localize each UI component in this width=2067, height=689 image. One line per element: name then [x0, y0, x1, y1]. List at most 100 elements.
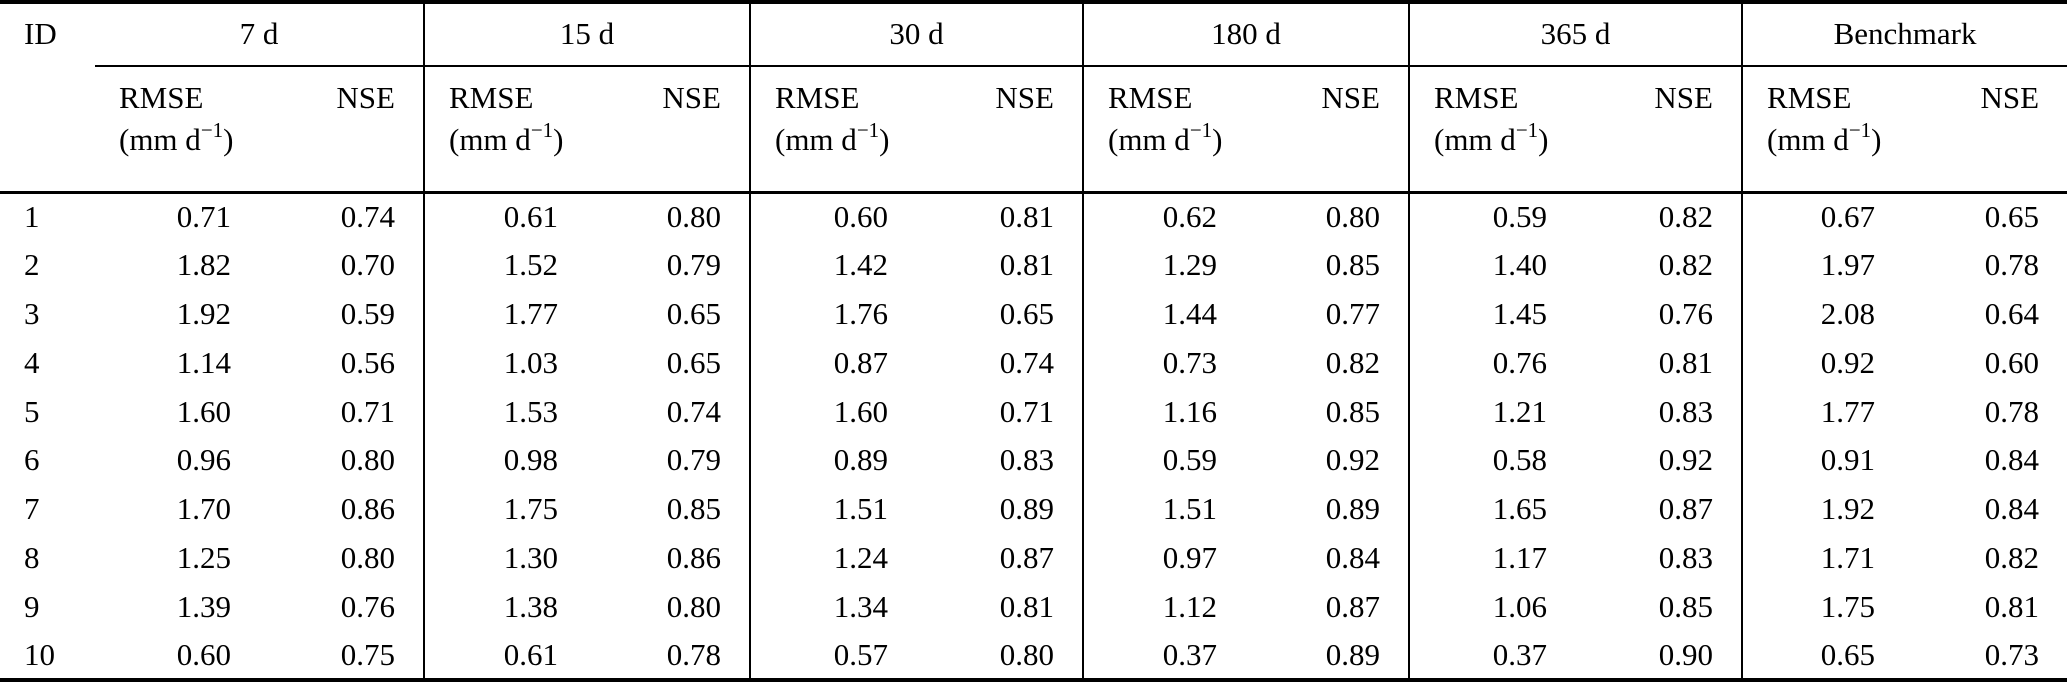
- table-row: 1 0.71 0.74 0.61 0.80 0.60 0.81 0.62 0.80 0.59 0.8…: [0, 192, 2067, 241]
- cell-rmse-value: 0.89: [749, 435, 950, 485]
- cell-rmse-value: 0.58: [1408, 435, 1609, 485]
- cell-nse-value: 0.82: [1658, 199, 1713, 235]
- table-row: 10 0.60 0.75 0.61 0.78 0.57 0.80 0.37 0.89 0.37 0.…: [0, 631, 2067, 680]
- cell-nse-value: 0.75: [340, 636, 395, 672]
- cell-nse-value: 0.74: [666, 393, 721, 429]
- table-row: 8 1.25 0.80 1.30 0.86 1.24 0.87 0.97 0.84 1.17 0.8…: [0, 533, 2067, 583]
- cell-rmse-value: 1.51: [1082, 484, 1279, 534]
- cell-nse-value: 0.80: [666, 588, 721, 624]
- rmse-unit: (mm d−1): [1108, 117, 1223, 157]
- cell-rmse-value: 1.12: [1082, 582, 1279, 632]
- col-group-180d: 180 d: [1082, 2, 1409, 67]
- rmse-unit: (mm d−1): [1434, 117, 1549, 157]
- cell-nse-value: 0.90: [1658, 636, 1713, 672]
- col-header-rmse-7d: RMSE (mm d−1): [95, 66, 293, 194]
- cell-nse-value: 0.76: [340, 588, 395, 624]
- cell-rmse-value: 1.40: [1408, 240, 1609, 290]
- cell-nse-value: 0.85: [666, 491, 721, 527]
- rmse-label: RMSE: [1767, 80, 1852, 115]
- cell-rmse-value: 1.70: [176, 491, 231, 527]
- cell-rmse-value: 0.37: [1082, 631, 1279, 680]
- cell-nse-value: 0.81: [999, 199, 1054, 235]
- table-row: 3 1.92 0.59 1.77 0.65 1.76 0.65 1.44 0.77 1.45 0.7…: [0, 289, 2067, 339]
- cell-rmse-value: 0.71: [176, 199, 231, 235]
- col-header-nse-365d: NSE: [1609, 66, 1742, 194]
- cell-rmse-value: 1.71: [1741, 533, 1937, 583]
- cell-rmse-value: 1.65: [1408, 484, 1609, 534]
- cell-rmse-value: 1.75: [423, 484, 620, 534]
- cell-basin-id: 6: [24, 442, 40, 478]
- cell-basin-id: 4: [24, 344, 40, 380]
- cell-nse-value: 0.65: [666, 295, 721, 331]
- cell-rmse-value: 1.92: [176, 295, 231, 331]
- cell-rmse-value: 0.61: [423, 631, 620, 680]
- rmse-unit: (mm d−1): [775, 117, 890, 157]
- cell-rmse-value: 0.60: [176, 636, 231, 672]
- cell-rmse-value: 0.87: [749, 338, 950, 388]
- cell-nse-value: 0.82: [1658, 247, 1713, 283]
- cell-rmse-value: 1.51: [749, 484, 950, 534]
- rmse-unit: (mm d−1): [1767, 117, 1882, 157]
- cell-rmse-value: 1.92: [1741, 484, 1937, 534]
- cell-nse-value: 0.76: [1658, 295, 1713, 331]
- cell-rmse-value: 0.57: [749, 631, 950, 680]
- cell-nse-value: 0.89: [1325, 491, 1380, 527]
- cell-nse-value: 0.70: [340, 247, 395, 283]
- cell-nse-value: 0.65: [1984, 199, 2040, 235]
- rmse-label: RMSE: [449, 80, 534, 115]
- cell-rmse-value: 2.08: [1741, 289, 1937, 339]
- cell-nse-value: 0.71: [340, 393, 395, 429]
- rmse-unit: (mm d−1): [119, 117, 234, 157]
- cell-basin-id: 2: [24, 247, 40, 283]
- cell-nse-value: 0.59: [340, 295, 395, 331]
- cell-rmse-value: 1.82: [176, 247, 231, 283]
- cell-nse-value: 0.64: [1984, 295, 2040, 331]
- col-header-nse-7d: NSE: [293, 66, 424, 194]
- cell-nse-value: 0.85: [1325, 247, 1380, 283]
- cell-rmse-value: 1.52: [423, 240, 620, 290]
- cell-nse-value: 0.89: [1325, 636, 1380, 672]
- cell-rmse-value: 1.42: [749, 240, 950, 290]
- cell-nse-value: 0.60: [1984, 344, 2040, 380]
- cell-rmse-value: 1.30: [423, 533, 620, 583]
- cell-nse-value: 0.78: [666, 636, 721, 672]
- cell-rmse-value: 1.77: [1741, 387, 1937, 436]
- cell-nse-value: 0.73: [1984, 636, 2040, 672]
- cell-nse-value: 0.80: [340, 442, 395, 478]
- col-group-365d: 365 d: [1408, 2, 1742, 67]
- col-header-id: ID: [0, 2, 95, 194]
- cell-rmse-value: 1.14: [176, 344, 231, 380]
- cell-rmse-value: 1.45: [1408, 289, 1609, 339]
- table-row: 7 1.70 0.86 1.75 0.85 1.51 0.89 1.51 0.89 1.65 0.8…: [0, 484, 2067, 534]
- cell-nse-value: 0.56: [340, 344, 395, 380]
- col-header-nse-benchmark: NSE: [1937, 66, 2067, 194]
- cell-basin-id: 5: [24, 393, 40, 429]
- table-row: 6 0.96 0.80 0.98 0.79 0.89 0.83 0.59 0.92 0.58 0.9…: [0, 435, 2067, 485]
- cell-nse-value: 0.85: [1658, 588, 1713, 624]
- cell-nse-value: 0.92: [1325, 442, 1380, 478]
- table-row: 9 1.39 0.76 1.38 0.80 1.34 0.81 1.12 0.87 1.06 0.8…: [0, 582, 2067, 632]
- cell-nse-value: 0.81: [999, 588, 1054, 624]
- table-row: 5 1.60 0.71 1.53 0.74 1.60 0.71 1.16 0.85 1.21 0.8…: [0, 387, 2067, 436]
- cell-basin-id: 7: [24, 491, 40, 527]
- cell-nse-value: 0.74: [999, 344, 1054, 380]
- cell-rmse-value: 0.59: [1082, 435, 1279, 485]
- cell-rmse-value: 1.75: [1741, 582, 1937, 632]
- cell-nse-value: 0.86: [666, 539, 721, 575]
- cell-rmse-value: 1.34: [749, 582, 950, 632]
- cell-nse-value: 0.89: [999, 491, 1054, 527]
- cell-rmse-value: 1.24: [749, 533, 950, 583]
- cell-rmse-value: 0.59: [1408, 192, 1609, 241]
- rmse-label: RMSE: [1108, 80, 1193, 115]
- col-header-nse-30d: NSE: [950, 66, 1083, 194]
- cell-nse-value: 0.79: [666, 247, 721, 283]
- rmse-label: RMSE: [775, 80, 860, 115]
- col-header-rmse-365d: RMSE (mm d−1): [1408, 66, 1609, 194]
- cell-nse-value: 0.78: [1984, 393, 2040, 429]
- cell-nse-value: 0.84: [1984, 442, 2040, 478]
- cell-rmse-value: 0.37: [1408, 631, 1609, 680]
- cell-rmse-value: 1.16: [1082, 387, 1279, 436]
- cell-nse-value: 0.82: [1984, 539, 2040, 575]
- cell-rmse-value: 0.62: [1082, 192, 1279, 241]
